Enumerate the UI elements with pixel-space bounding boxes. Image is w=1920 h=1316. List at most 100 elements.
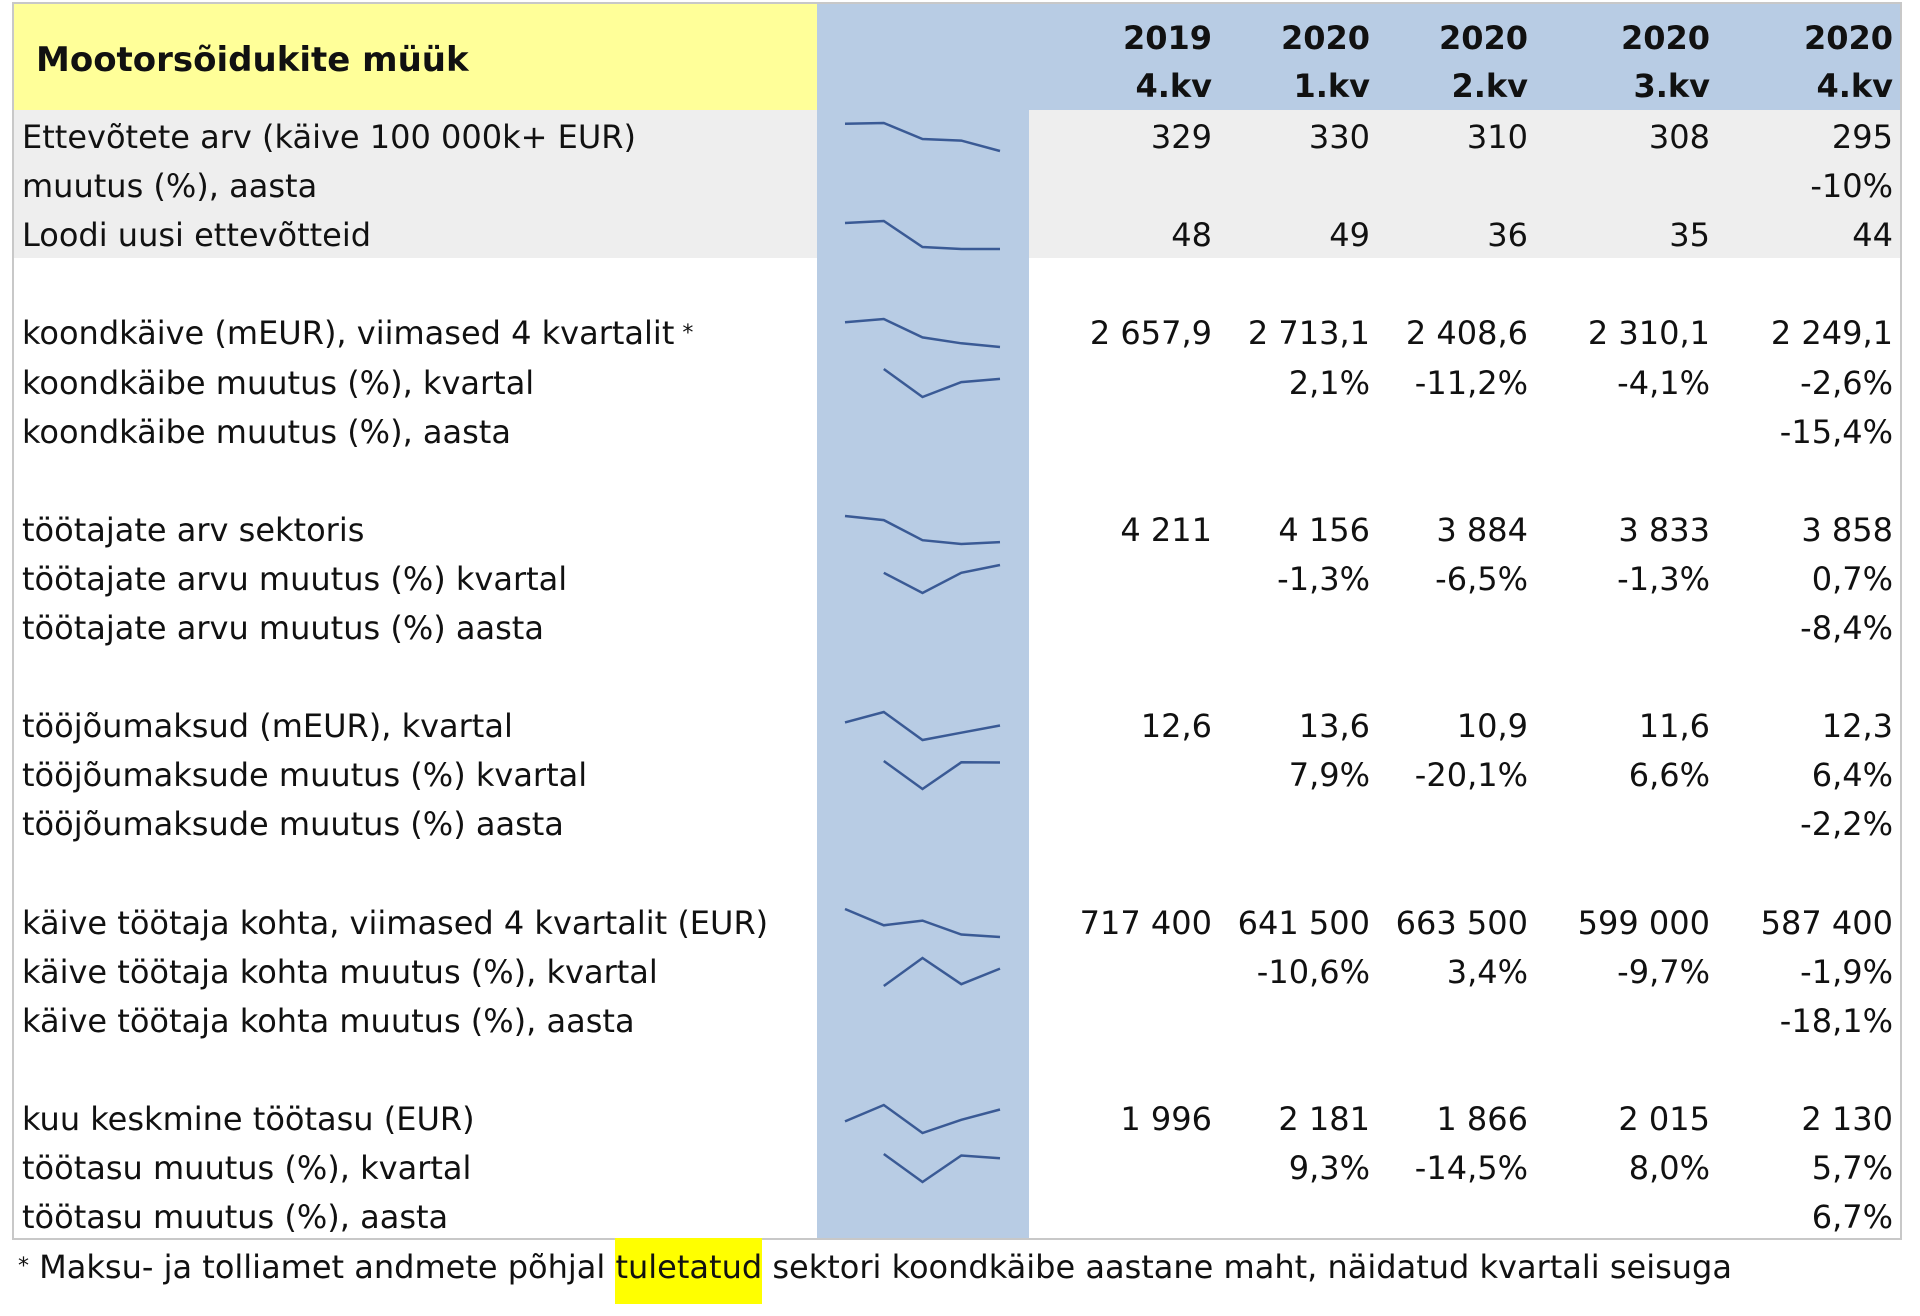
- sparkline-path: [844, 710, 1001, 742]
- row-label: Loodi uusi ettevõtteid: [22, 211, 371, 260]
- row-label: kuu keskmine töötasu (EUR): [22, 1095, 475, 1144]
- row-label-text: Loodi uusi ettevõtteid: [22, 216, 372, 255]
- table-row: koondkäive (mEUR), viimased 4 kvartalit *…: [0, 309, 1920, 358]
- table-cell: -18,1%: [1779, 1001, 1893, 1040]
- table-cell: -11,2%: [1414, 363, 1528, 402]
- sparkline-path: [844, 1103, 1001, 1135]
- row-label-text: käive töötaja kohta muutus (%), kvartal: [22, 952, 658, 991]
- column-header-quarter: 4.kv: [1816, 67, 1893, 105]
- table-cell: 2,1%: [1288, 363, 1370, 402]
- table-cell: 6,7%: [1811, 1198, 1893, 1237]
- row-label: tööjõumaksude muutus (%) aasta: [22, 800, 564, 849]
- table-row: koondkäibe muutus (%), aasta -15,4%: [0, 408, 1920, 457]
- table-row: [0, 260, 1920, 309]
- row-label-text: koondkäive (mEUR), viimased 4 kvartalit: [22, 314, 675, 353]
- table-cell: 4 156: [1278, 510, 1370, 549]
- table-row: töötajate arvu muutus (%) kvartal -1,3% -6…: [0, 555, 1920, 604]
- table-cell: 3 858: [1801, 510, 1893, 549]
- row-label: töötajate arvu muutus (%) kvartal: [22, 555, 567, 604]
- column-header: 2020 4.kv: [1733, 14, 1893, 110]
- footnote-mark: *: [18, 1254, 29, 1279]
- row-label-text: töötajate arvu muutus (%) kvartal: [22, 559, 568, 598]
- table-row: tööjõumaksude muutus (%) aasta -2,2%: [0, 800, 1920, 849]
- table-row: tööjõumaksud (mEUR), kvartal 12,6 13,6 10,9…: [0, 702, 1920, 751]
- row-label: muutus (%), aasta: [22, 162, 317, 211]
- table-cell: 2 657,9: [1089, 314, 1212, 353]
- sparkline-path: [844, 121, 1001, 153]
- table-cell: 641 500: [1237, 903, 1370, 942]
- table-row: käive töötaja kohta, viimased 4 kvartali…: [0, 899, 1920, 948]
- row-label-text: tööjõumaksud (mEUR), kvartal: [22, 707, 513, 746]
- table-cell: -9,7%: [1617, 952, 1710, 991]
- table-row: [0, 457, 1920, 506]
- row-label-text: tööjõumaksude muutus (%) kvartal: [22, 756, 588, 795]
- table-row: tööjõumaksude muutus (%) kvartal 7,9% -20,…: [0, 751, 1920, 800]
- table-cell: -1,3%: [1617, 559, 1710, 598]
- table-cell: 599 000: [1577, 903, 1710, 942]
- sparkline: [883, 956, 1001, 987]
- row-label-text: muutus (%), aasta: [22, 167, 318, 206]
- sparkline: [883, 563, 1001, 595]
- table-cell: -20,1%: [1414, 756, 1528, 795]
- table-cell: 12,6: [1140, 707, 1212, 746]
- row-label: käive töötaja kohta muutus (%), kvartal: [22, 948, 658, 997]
- table-row: kuu keskmine töötasu (EUR) 1 996 2 181 1 86…: [0, 1095, 1920, 1144]
- table-row: Loodi uusi ettevõtteid 48 49 36 35 44: [0, 211, 1920, 260]
- sparkline: [844, 710, 1001, 742]
- column-header-year: 2020: [1280, 19, 1370, 57]
- table-row: [0, 1046, 1920, 1095]
- row-label-text: töötajate arvu muutus (%) aasta: [22, 609, 544, 647]
- table-cell: 2 249,1: [1770, 314, 1893, 353]
- sparkline: [844, 318, 1001, 349]
- table-cell: -8,4%: [1800, 609, 1893, 647]
- table-cell: -2,2%: [1800, 805, 1893, 844]
- sparkline: [883, 760, 1001, 791]
- table-row: töötajate arv sektoris 4 211 4 156 3 884 3 8…: [0, 506, 1920, 555]
- sparkline-path: [844, 907, 1001, 938]
- table-cell: 310: [1466, 118, 1528, 156]
- row-label-text: käive töötaja kohta muutus (%), aasta: [22, 1001, 635, 1040]
- table-row: muutus (%), aasta -10%: [0, 162, 1920, 211]
- footnote-reference: *: [682, 321, 694, 347]
- table-row: käive töötaja kohta muutus (%), kvartal -…: [0, 948, 1920, 997]
- table-cell: 2 310,1: [1587, 314, 1710, 353]
- sparkline: [883, 367, 1001, 398]
- table-cell: -10%: [1810, 167, 1893, 206]
- table-cell: -1,3%: [1277, 559, 1370, 598]
- table-cell: 2 713,1: [1247, 314, 1370, 353]
- row-label: tööjõumaksud (mEUR), kvartal: [22, 702, 513, 751]
- table-cell: 5,7%: [1811, 1149, 1893, 1188]
- table-cell: 2 015: [1618, 1100, 1710, 1138]
- row-label-text: koondkäibe muutus (%), kvartal: [22, 363, 535, 402]
- sparkline-path: [883, 1153, 1001, 1184]
- table-cell: 2 130: [1801, 1100, 1893, 1138]
- table-cell: 329: [1150, 118, 1212, 156]
- column-header-quarter: 3.kv: [1633, 67, 1710, 105]
- table-row: töötasu muutus (%), kvartal 9,3% -14,5% 8,0…: [0, 1144, 1920, 1193]
- sparkline-path: [844, 318, 1001, 349]
- footnote: * Maksu- ja tolliamet andmete põhjal tul…: [18, 1238, 1732, 1304]
- table-cell: 49: [1329, 216, 1370, 255]
- sparkline: [844, 219, 1000, 251]
- table-row: [0, 850, 1920, 899]
- table-cell: 295: [1831, 118, 1893, 156]
- column-header-quarter: 2.kv: [1451, 67, 1528, 105]
- table-cell: -2,6%: [1800, 363, 1893, 402]
- column-header-year: 2020: [1620, 19, 1710, 57]
- table-cell: -15,4%: [1779, 412, 1893, 451]
- table-cell: 36: [1487, 216, 1528, 255]
- table-cell: 587 400: [1760, 903, 1893, 942]
- row-label-text: koondkäibe muutus (%), aasta: [22, 412, 511, 451]
- row-label: käive töötaja kohta muutus (%), aasta: [22, 997, 635, 1046]
- row-label: koondkäibe muutus (%), kvartal: [22, 359, 534, 408]
- table-cell: -10,6%: [1256, 952, 1370, 991]
- row-label: töötasu muutus (%), kvartal: [22, 1144, 471, 1193]
- table-cell: 8,0%: [1628, 1149, 1710, 1188]
- table-row: Ettevõtete arv (käive 100 000k+ EUR) 329 3…: [0, 113, 1920, 162]
- header-band: [817, 4, 1900, 110]
- table-cell: -4,1%: [1617, 363, 1710, 402]
- table-cell: -1,9%: [1800, 952, 1893, 991]
- table-cell: 12,3: [1821, 707, 1893, 746]
- row-label: töötasu muutus (%), aasta: [22, 1193, 448, 1242]
- table-row: koondkäibe muutus (%), kvartal 2,1% -11,2%…: [0, 359, 1920, 408]
